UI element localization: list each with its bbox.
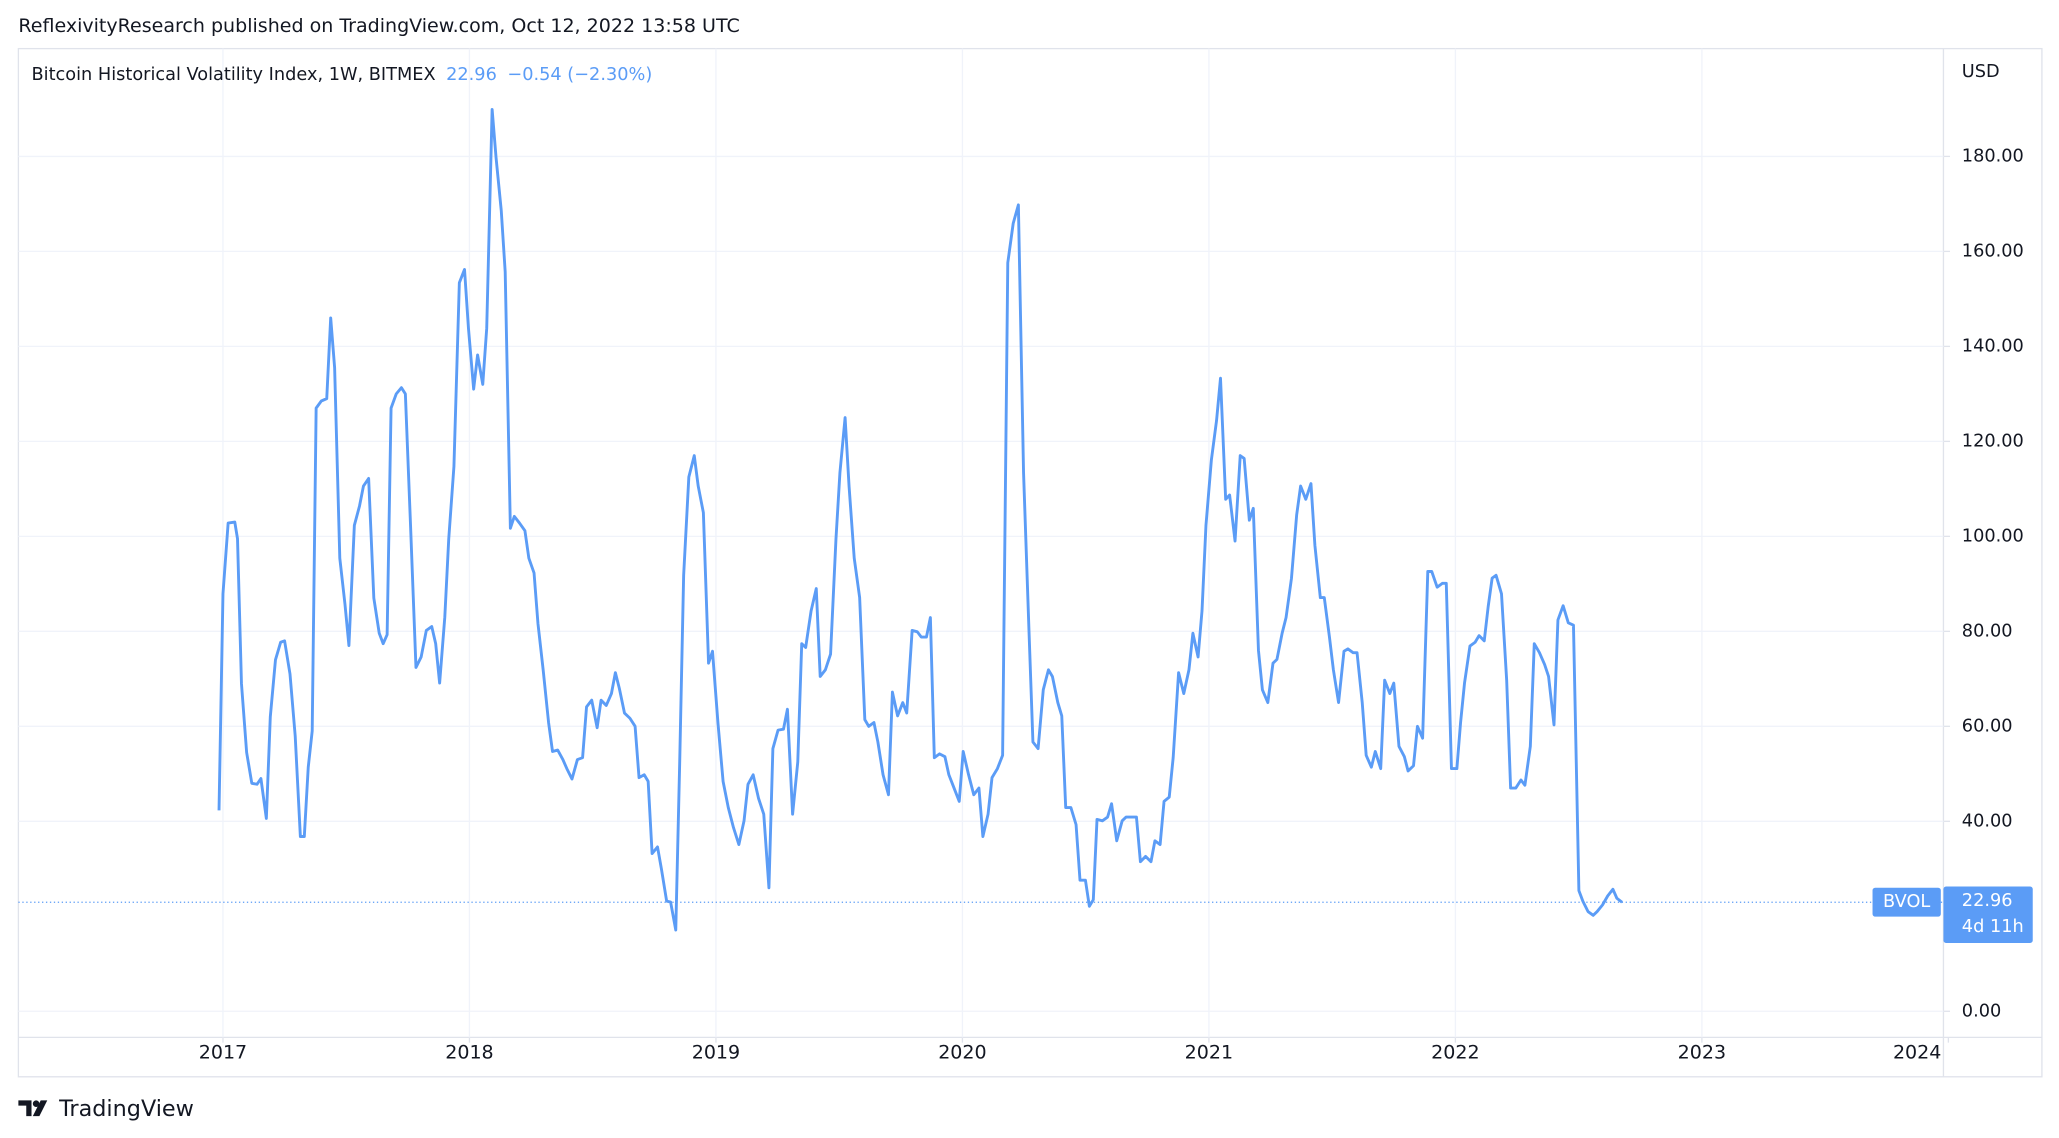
x-tick-label: 2017 (199, 1042, 247, 1064)
y-tick-label: 140.00 (1962, 336, 2024, 356)
x-tick-label: 2019 (692, 1042, 740, 1064)
legend: Bitcoin Historical Volatility Index, 1W,… (32, 65, 653, 85)
plot (18, 107, 1944, 932)
symbol-label: BVOL (1883, 892, 1930, 912)
y-tick-label: 120.00 (1962, 431, 2024, 451)
publisher-line: ReflexivityResearch published on Trading… (18, 15, 739, 37)
series-line (217, 107, 1623, 932)
price-badge-value: 22.96 (1962, 891, 2013, 911)
brand-name: TradingView (58, 1096, 194, 1122)
y-tick-label: 40.00 (1962, 811, 2013, 831)
grid (18, 48, 1944, 1038)
legend-value: 22.96 (446, 65, 497, 85)
x-tick-label: 2024 (1893, 1042, 1941, 1064)
y-tick-label: 180.00 (1962, 146, 2024, 166)
series-name: Bitcoin Historical Volatility Index, 1W,… (32, 65, 436, 85)
x-tick-label: 2018 (445, 1042, 493, 1064)
currency-label: USD (1962, 62, 2000, 82)
x-tick-label: 2023 (1678, 1042, 1726, 1064)
legend-change: −0.54 (−2.30%) (507, 65, 652, 85)
x-tick-label: 2020 (938, 1042, 986, 1064)
y-tick-label: 0.00 (1962, 1001, 2001, 1021)
y-tick-label: 80.00 (1962, 621, 2013, 641)
price-badge (1943, 886, 2033, 943)
logo-icon (18, 1100, 48, 1117)
x-tick-label: 2021 (1185, 1042, 1233, 1064)
chart-frame (17, 47, 2043, 1078)
symbol-badge (1872, 887, 1941, 917)
y-tick-label: 60.00 (1962, 716, 2013, 736)
price-badge-countdown: 4d 11h (1962, 917, 2024, 937)
x-tick-label: 2022 (1431, 1042, 1479, 1064)
y-tick-label: 100.00 (1962, 526, 2024, 546)
brand-logo: TradingView (18, 1096, 194, 1122)
y-tick-label: 160.00 (1962, 241, 2024, 261)
logo-dot (32, 1100, 40, 1107)
